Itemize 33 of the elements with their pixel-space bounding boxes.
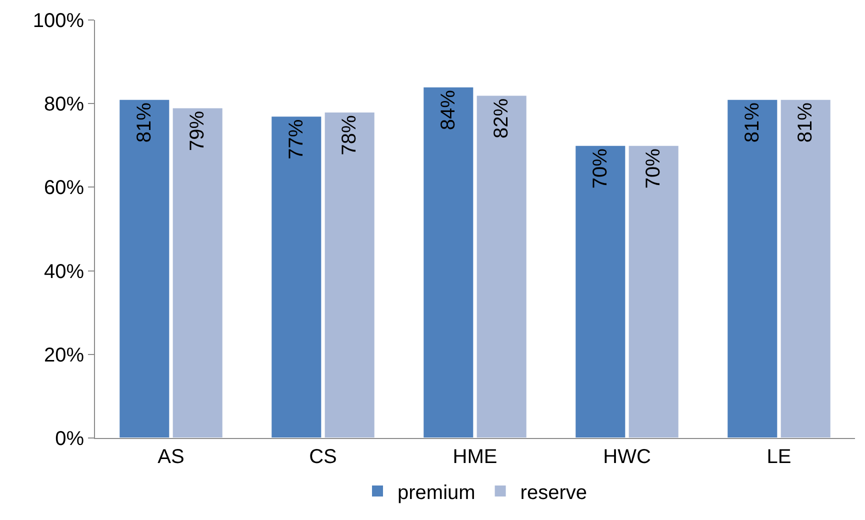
x-tick-label: AS	[158, 446, 184, 468]
data-label: 77%	[285, 119, 308, 160]
data-label: 70%	[642, 148, 665, 189]
bar	[574, 144, 626, 438]
data-label: 84%	[437, 90, 460, 130]
y-tick-label: 80%	[44, 94, 84, 116]
y-tick-label: 40%	[44, 260, 84, 283]
bar	[726, 98, 778, 438]
bar	[476, 94, 528, 438]
y-tick-label: 100%	[32, 10, 84, 32]
legend-label: reserve	[520, 482, 587, 504]
bar	[422, 86, 474, 438]
x-tick-label: LE	[766, 446, 792, 468]
x-tick-label: CS	[309, 446, 337, 468]
bar	[628, 144, 680, 438]
legend-label: premium	[398, 482, 476, 504]
data-label: 70%	[589, 148, 612, 189]
data-label: 82%	[490, 98, 513, 138]
bar	[324, 111, 376, 438]
data-label: 79%	[186, 110, 209, 152]
data-label: 81%	[133, 102, 156, 143]
y-tick-label: 0%	[55, 428, 84, 450]
bar	[172, 107, 224, 438]
y-tick-label: 60%	[44, 177, 84, 200]
data-label: 78%	[338, 114, 361, 156]
x-tick-label: HWC	[603, 446, 651, 468]
bar	[780, 98, 832, 438]
data-label: 81%	[794, 102, 817, 143]
data-label: 81%	[741, 102, 764, 143]
x-tick-label: HME	[452, 446, 498, 468]
bar	[118, 98, 170, 438]
bar	[270, 116, 322, 438]
y-tick-label: 20%	[44, 344, 84, 366]
